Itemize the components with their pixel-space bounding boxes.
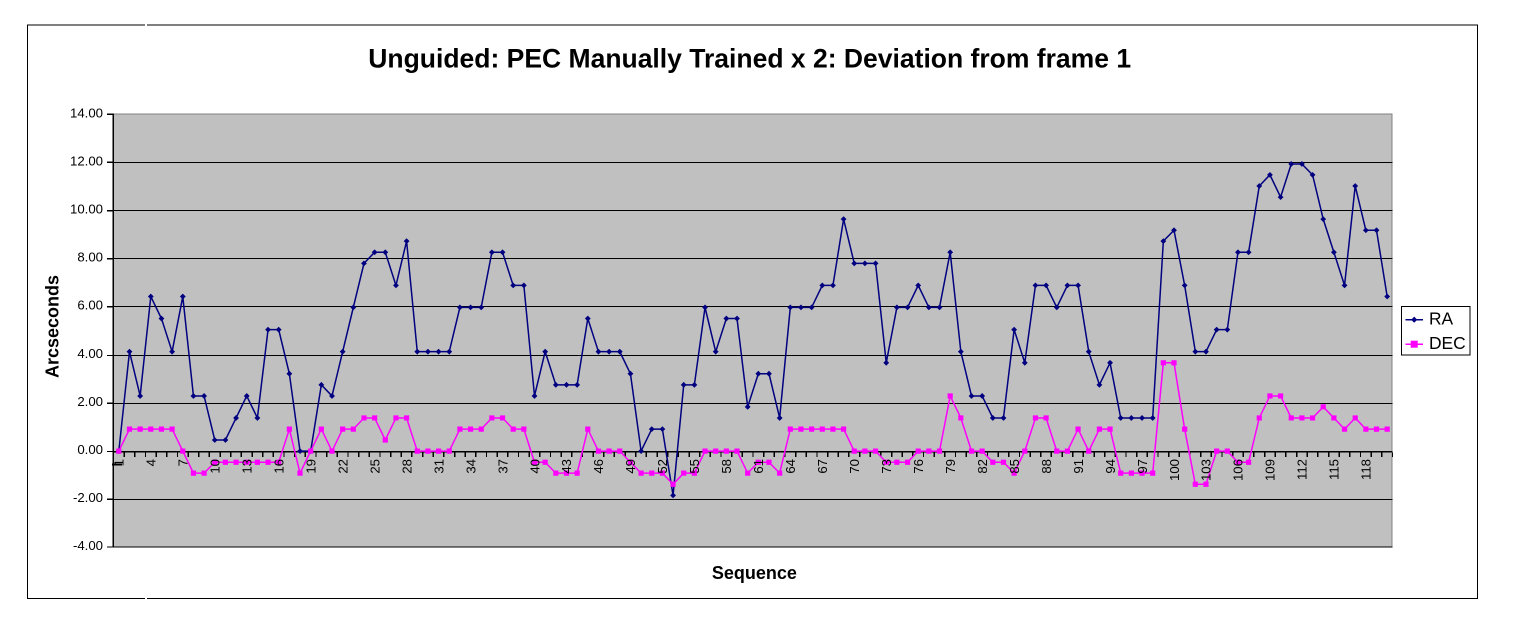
- svg-text:97: 97: [1135, 459, 1150, 474]
- svg-text:12.00: 12.00: [70, 153, 103, 168]
- svg-text:64: 64: [783, 459, 798, 474]
- svg-text:76: 76: [911, 459, 926, 474]
- svg-text:Unguided: PEC Manually Trained: Unguided: PEC Manually Trained x 2: Devi…: [368, 44, 1131, 74]
- svg-text:58: 58: [719, 459, 734, 474]
- svg-text:28: 28: [399, 459, 414, 474]
- svg-text:Sequence: Sequence: [712, 563, 797, 583]
- svg-text:31: 31: [431, 459, 446, 474]
- svg-text:52: 52: [655, 459, 670, 474]
- svg-text:40: 40: [527, 459, 542, 474]
- svg-text:19: 19: [303, 459, 318, 474]
- svg-text:16: 16: [271, 459, 286, 474]
- svg-text:79: 79: [943, 459, 958, 474]
- svg-text:73: 73: [879, 459, 894, 474]
- svg-text:37: 37: [495, 459, 510, 474]
- svg-text:4: 4: [144, 459, 159, 466]
- svg-text:10: 10: [208, 459, 223, 474]
- svg-text:112: 112: [1295, 459, 1310, 480]
- svg-text:67: 67: [815, 459, 830, 474]
- svg-text:2.00: 2.00: [77, 394, 103, 409]
- svg-text:85: 85: [1007, 459, 1022, 474]
- svg-text:10.00: 10.00: [70, 201, 103, 216]
- svg-text:70: 70: [847, 459, 862, 474]
- svg-text:8.00: 8.00: [77, 249, 103, 264]
- svg-text:94: 94: [1103, 459, 1118, 474]
- svg-text:25: 25: [367, 459, 382, 474]
- svg-text:91: 91: [1071, 459, 1086, 474]
- svg-text:55: 55: [687, 459, 702, 474]
- svg-text:118: 118: [1359, 459, 1374, 480]
- svg-text:82: 82: [975, 459, 990, 474]
- svg-text:-4.00: -4.00: [73, 538, 103, 553]
- svg-text:34: 34: [463, 459, 478, 474]
- svg-text:43: 43: [559, 459, 574, 474]
- svg-text:DEC: DEC: [1429, 333, 1466, 353]
- svg-text:49: 49: [623, 459, 638, 474]
- svg-text:109: 109: [1263, 459, 1278, 481]
- svg-text:100: 100: [1167, 459, 1182, 481]
- svg-text:88: 88: [1039, 459, 1054, 474]
- svg-text:Arcseconds: Arcseconds: [43, 275, 63, 378]
- svg-text:13: 13: [239, 459, 254, 474]
- svg-text:0.00: 0.00: [77, 442, 103, 457]
- svg-text:6.00: 6.00: [77, 297, 103, 312]
- svg-text:61: 61: [751, 459, 766, 474]
- svg-text:14.00: 14.00: [70, 105, 103, 120]
- svg-text:1: 1: [112, 459, 127, 466]
- svg-text:46: 46: [591, 459, 606, 474]
- svg-text:7: 7: [176, 459, 191, 466]
- svg-text:106: 106: [1231, 459, 1246, 481]
- svg-text:-2.00: -2.00: [73, 490, 103, 505]
- svg-text:115: 115: [1327, 459, 1342, 480]
- svg-text:4.00: 4.00: [77, 346, 103, 361]
- svg-text:22: 22: [335, 459, 350, 474]
- svg-text:RA: RA: [1429, 309, 1454, 329]
- svg-text:103: 103: [1199, 459, 1214, 481]
